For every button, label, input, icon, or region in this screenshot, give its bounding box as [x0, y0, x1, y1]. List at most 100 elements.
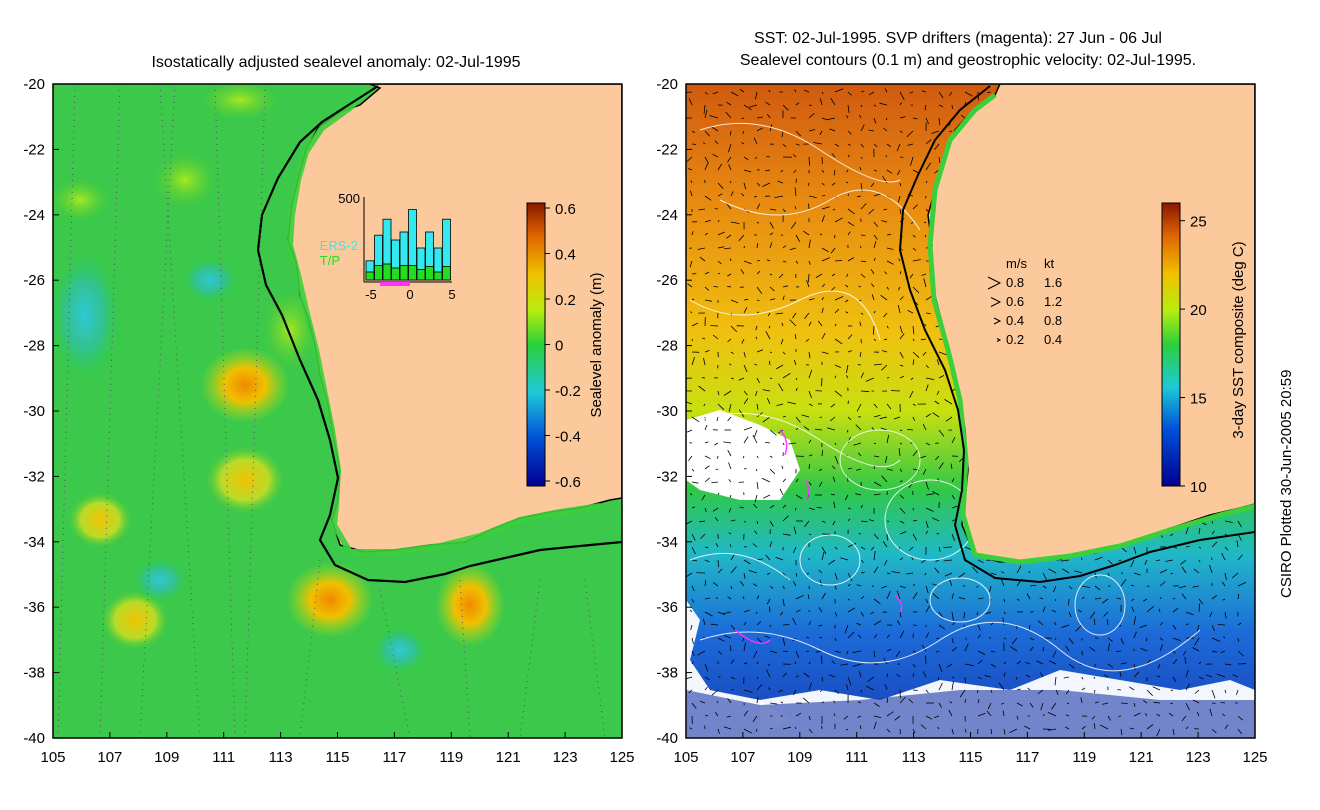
velocity-arrow	[727, 273, 732, 277]
velocity-arrow	[730, 325, 738, 333]
velocity-arrow	[986, 710, 992, 717]
velocity-arrow	[1037, 620, 1044, 626]
velocity-arrow	[828, 674, 836, 678]
velocity-arrow	[873, 481, 882, 487]
velocity-arrow	[1144, 559, 1148, 565]
velocity-arrow	[987, 91, 992, 94]
velocity-arrow	[830, 286, 836, 292]
velocity-arrow	[860, 611, 864, 617]
velocity-arrow	[925, 530, 928, 535]
velocity-arrow	[909, 273, 914, 279]
velocity-arrow	[831, 153, 836, 158]
lon-tick-label: 105	[673, 749, 698, 766]
velocity-arrow	[1224, 663, 1232, 666]
velocity-arrow	[754, 363, 758, 366]
velocity-arrow	[755, 390, 758, 397]
velocity-arrow	[972, 566, 979, 574]
velocity-arrow	[1068, 598, 1070, 606]
velocity-arrow	[860, 372, 864, 379]
velocity-arrow	[691, 637, 694, 645]
velocity-arrow	[821, 332, 826, 340]
velocity-arrow	[769, 650, 777, 654]
velocity-arrow	[951, 104, 953, 110]
velocity-arrow	[1119, 624, 1122, 628]
velocity-arrow	[1172, 637, 1181, 641]
velocity-arrow	[846, 169, 849, 173]
velocity-arrow	[924, 572, 927, 576]
velocity-arrow	[795, 609, 801, 613]
velocity-arrow	[821, 182, 825, 186]
velocity-arrow	[921, 90, 927, 93]
velocity-arrow	[920, 724, 927, 730]
velocity-arrow	[912, 507, 914, 511]
velocity-arrow	[1028, 570, 1031, 574]
velocity-arrow	[922, 423, 927, 431]
velocity-arrow	[782, 585, 785, 590]
velocity-arrow	[964, 699, 966, 704]
velocity-arrow	[764, 635, 771, 639]
velocity-arrow	[938, 91, 944, 99]
velocity-arrow	[764, 169, 771, 172]
velocity-arrow	[1060, 559, 1070, 562]
velocity-arrow	[717, 637, 725, 642]
velocity-arrow	[847, 130, 852, 135]
velocity-arrow	[873, 169, 877, 172]
velocity-arrow	[860, 104, 863, 108]
velocity-arrow	[912, 338, 915, 342]
velocity-arrow	[912, 359, 915, 366]
velocity-arrow	[743, 351, 746, 358]
velocity-arrow	[899, 102, 903, 106]
lat-tick-label: -28	[656, 338, 678, 355]
velocity-arrow	[765, 669, 771, 678]
velocity-arrow	[782, 515, 789, 522]
velocity-arrow	[1063, 676, 1070, 679]
velocity-arrow	[834, 650, 841, 654]
velocity-arrow	[704, 465, 710, 470]
velocity-arrow	[739, 580, 745, 587]
velocity-arrow	[769, 273, 773, 276]
velocity-arrow	[912, 663, 916, 668]
velocity-arrow	[1099, 724, 1109, 730]
velocity-arrow	[1222, 713, 1226, 717]
velocity-arrow	[1192, 647, 1200, 652]
velocity-arrow	[743, 728, 753, 734]
velocity-arrow	[818, 468, 823, 472]
velocity-arrow	[948, 91, 953, 96]
velocity-arrow	[704, 286, 710, 291]
velocity-arrow	[845, 728, 849, 731]
velocity-arrow	[1062, 568, 1070, 574]
velocity-arrow	[808, 195, 817, 198]
velocity-arrow	[704, 597, 710, 600]
velocity-arrow	[943, 559, 953, 562]
velocity-arrow	[860, 546, 866, 550]
velocity-arrow	[847, 467, 852, 470]
velocity-arrow	[743, 436, 749, 444]
velocity-arrow	[1211, 637, 1221, 642]
velocity-arrow	[691, 661, 694, 665]
velocity-arrow	[1211, 530, 1215, 535]
inset-bar-tp	[399, 265, 409, 281]
velocity-arrow	[762, 182, 771, 187]
velocity-arrow	[860, 571, 865, 574]
velocity-arrow	[1042, 572, 1048, 582]
velocity-arrow	[938, 375, 945, 379]
velocity-arrow	[846, 429, 849, 433]
velocity-arrow	[1093, 676, 1096, 679]
velocity-arrow	[1224, 724, 1229, 730]
velocity-arrow	[1025, 662, 1031, 665]
velocity-arrow	[709, 115, 719, 119]
velocity-arrow	[977, 650, 986, 655]
velocity-arrow	[782, 442, 785, 446]
velocity-arrow	[1170, 572, 1174, 575]
velocity-arrow	[711, 689, 719, 696]
velocity-arrow	[698, 385, 706, 392]
velocity-arrow	[730, 91, 739, 97]
velocity-arrow	[704, 195, 712, 201]
velocity-arrow	[1052, 650, 1057, 658]
velocity-arrow	[936, 637, 940, 640]
velocity-key-ms: 0.6	[1006, 294, 1024, 309]
velocity-arrow	[912, 351, 920, 358]
velocity-arrow	[1102, 702, 1109, 705]
velocity-arrow	[793, 154, 797, 158]
velocity-arrow	[819, 130, 823, 136]
